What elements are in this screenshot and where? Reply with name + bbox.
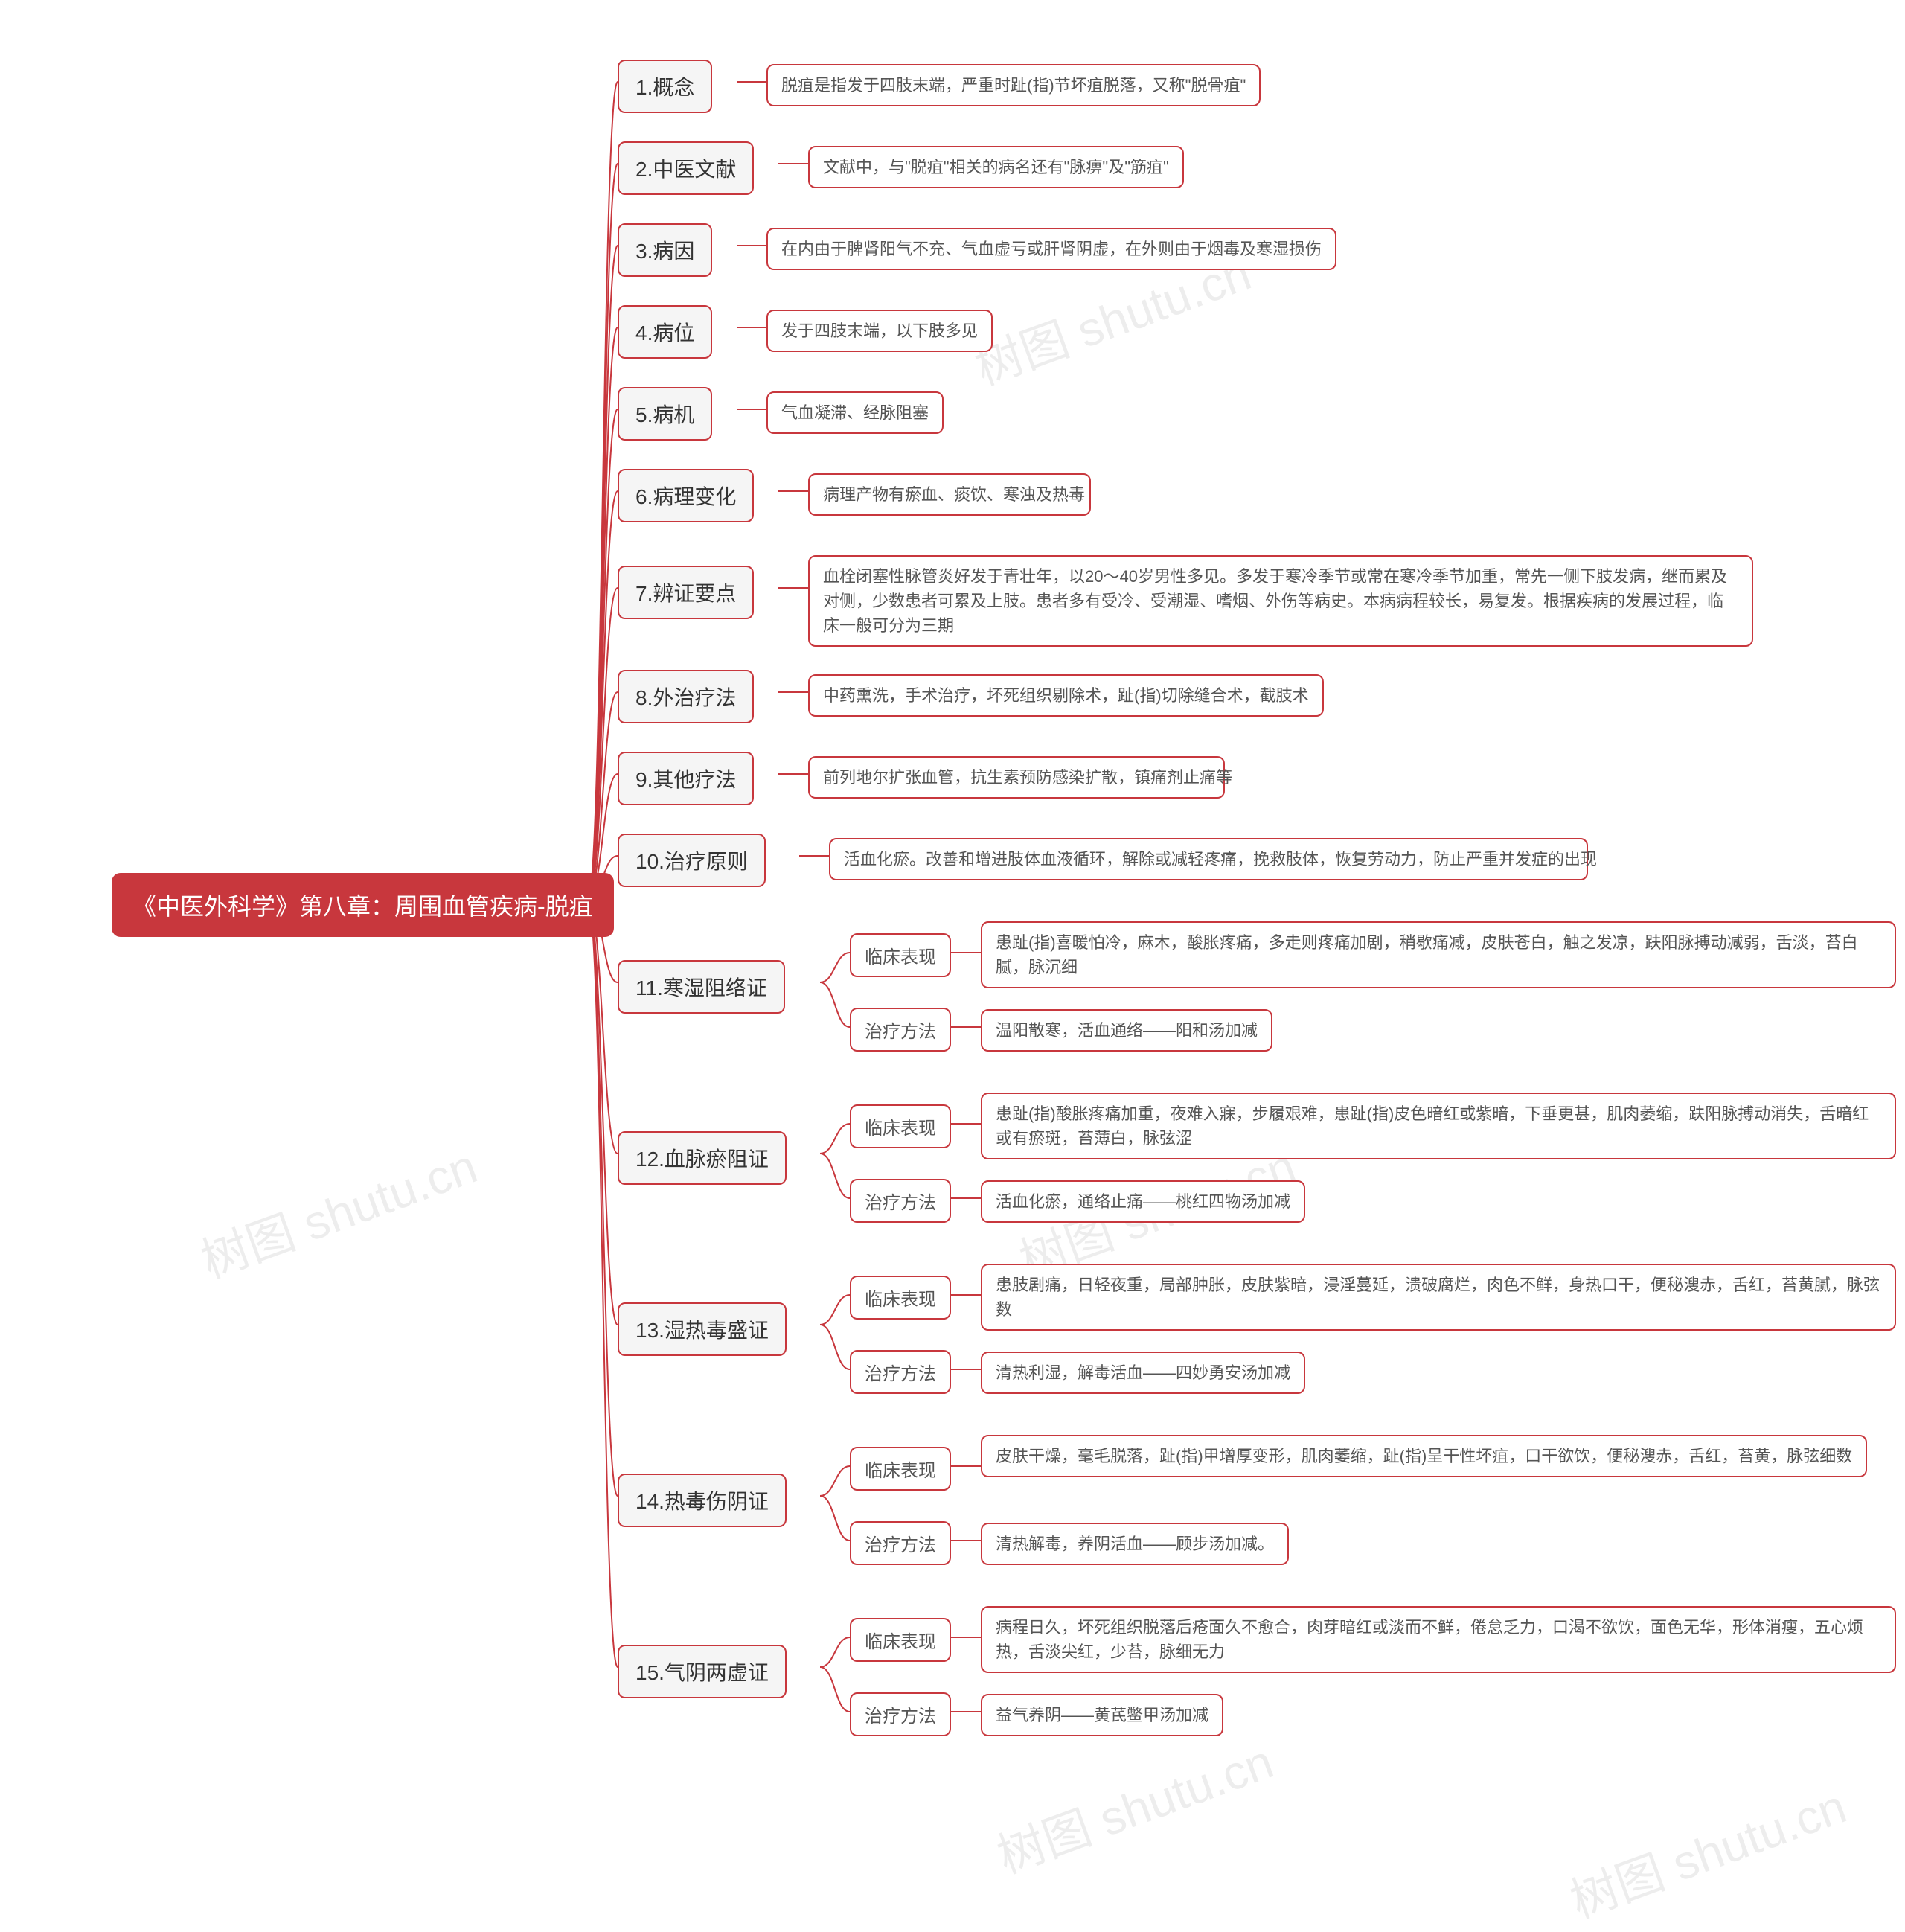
level2-node: 临床表现 bbox=[850, 1104, 951, 1148]
leaf-node: 清热利湿，解毒活血——四妙勇安汤加减 bbox=[981, 1352, 1305, 1394]
level1-node: 9.其他疗法 bbox=[618, 752, 754, 805]
level2-node: 治疗方法 bbox=[850, 1179, 951, 1223]
level2-node: 治疗方法 bbox=[850, 1008, 951, 1052]
level2-node: 临床表现 bbox=[850, 933, 951, 977]
leaf-node: 益气养阴——黄芪鳖甲汤加减 bbox=[981, 1694, 1223, 1736]
leaf-node: 活血化瘀。改善和增进肢体血液循环，解除或减轻疼痛，挽救肢体，恢复劳动力，防止严重… bbox=[829, 838, 1588, 880]
level2-node: 临床表现 bbox=[850, 1447, 951, 1491]
leaf-node: 皮肤干燥，毫毛脱落，趾(指)甲增厚变形，肌肉萎缩，趾(指)呈干性坏疽，口干欲饮，… bbox=[981, 1435, 1867, 1477]
leaf-node: 前列地尔扩张血管，抗生素预防感染扩散，镇痛剂止痛等 bbox=[808, 756, 1225, 799]
level1-node: 6.病理变化 bbox=[618, 469, 754, 522]
level1-node: 11.寒湿阻络证 bbox=[618, 960, 785, 1014]
root-node: 《中医外科学》第八章：周围血管疾病-脱疽 bbox=[112, 873, 614, 937]
leaf-node: 气血凝滞、经脉阻塞 bbox=[766, 391, 944, 434]
level1-node: 1.概念 bbox=[618, 60, 712, 113]
leaf-node: 患趾(指)酸胀疼痛加重，夜难入寐，步履艰难，患趾(指)皮色暗红或紫暗，下垂更甚，… bbox=[981, 1093, 1896, 1159]
leaf-node: 病程日久，坏死组织脱落后疮面久不愈合，肉芽暗红或淡而不鲜，倦怠乏力，口渴不欲饮，… bbox=[981, 1606, 1896, 1673]
level1-node: 15.气阴两虚证 bbox=[618, 1645, 787, 1698]
level1-node: 8.外治疗法 bbox=[618, 670, 754, 723]
leaf-node: 文献中，与"脱疽"相关的病名还有"脉痹"及"筋疽" bbox=[808, 146, 1184, 188]
level1-node: 12.血脉瘀阻证 bbox=[618, 1131, 787, 1185]
leaf-node: 脱疽是指发于四肢末端，严重时趾(指)节坏疽脱落，又称"脱骨疽" bbox=[766, 64, 1261, 106]
leaf-node: 温阳散寒，活血通络——阳和汤加减 bbox=[981, 1009, 1272, 1052]
level1-node: 13.湿热毒盛证 bbox=[618, 1302, 787, 1356]
level1-node: 5.病机 bbox=[618, 387, 712, 441]
leaf-node: 发于四肢末端，以下肢多见 bbox=[766, 310, 993, 352]
watermark: 树图 shutu.cn bbox=[987, 1724, 1281, 1887]
level1-node: 10.治疗原则 bbox=[618, 834, 766, 887]
leaf-node: 在内由于脾肾阳气不充、气血虚亏或肝肾阴虚，在外则由于烟毒及寒湿损伤 bbox=[766, 228, 1336, 270]
leaf-node: 活血化瘀，通络止痛——桃红四物汤加减 bbox=[981, 1180, 1305, 1223]
level1-node: 4.病位 bbox=[618, 305, 712, 359]
leaf-node: 病理产物有瘀血、痰饮、寒浊及热毒 bbox=[808, 473, 1091, 516]
level1-node: 2.中医文献 bbox=[618, 141, 754, 195]
leaf-node: 中药熏洗，手术治疗，坏死组织剔除术，趾(指)切除缝合术，截肢术 bbox=[808, 674, 1324, 717]
leaf-node: 患肢剧痛，日轻夜重，局部肿胀，皮肤紫暗，浸淫蔓延，溃破腐烂，肉色不鲜，身热口干，… bbox=[981, 1264, 1896, 1331]
level2-node: 治疗方法 bbox=[850, 1692, 951, 1736]
level2-node: 治疗方法 bbox=[850, 1521, 951, 1565]
watermark: 树图 shutu.cn bbox=[1560, 1768, 1854, 1931]
leaf-node: 血栓闭塞性脉管炎好发于青壮年，以20～40岁男性多见。多发于寒冷季节或常在寒冷季… bbox=[808, 555, 1753, 647]
level1-node: 14.热毒伤阴证 bbox=[618, 1474, 787, 1527]
leaf-node: 清热解毒，养阴活血——顾步汤加减。 bbox=[981, 1523, 1289, 1565]
level2-node: 临床表现 bbox=[850, 1618, 951, 1662]
watermark: 树图 shutu.cn bbox=[190, 1128, 485, 1291]
level2-node: 临床表现 bbox=[850, 1276, 951, 1320]
level2-node: 治疗方法 bbox=[850, 1350, 951, 1394]
level1-node: 7.辨证要点 bbox=[618, 566, 754, 619]
leaf-node: 患趾(指)喜暖怕冷，麻木，酸胀疼痛，多走则疼痛加剧，稍歇痛减，皮肤苍白，触之发凉… bbox=[981, 921, 1896, 988]
level1-node: 3.病因 bbox=[618, 223, 712, 277]
